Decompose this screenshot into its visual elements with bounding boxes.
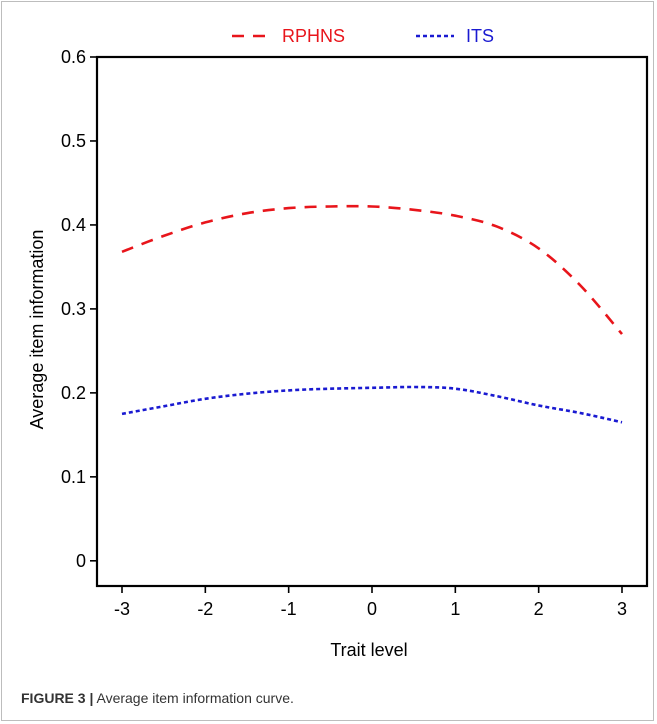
x-tick-label: 0 <box>367 599 377 619</box>
x-axis-label: Trait level <box>330 640 407 660</box>
legend-label-its: ITS <box>466 26 494 46</box>
y-tick-label: 0.6 <box>61 47 86 67</box>
caption-text: Average item information curve. <box>93 690 294 706</box>
y-tick-label: 0 <box>76 551 86 571</box>
y-axis-label: Average item information <box>27 230 47 430</box>
x-tick-label: -1 <box>281 599 297 619</box>
y-tick-label: 0.2 <box>61 383 86 403</box>
series-line-its <box>121 385 623 424</box>
x-tick-label: -2 <box>197 599 213 619</box>
y-tick-label: 0.4 <box>61 215 86 235</box>
legend-label-rphns: RPHNS <box>282 26 345 46</box>
y-tick-label: 0.3 <box>61 299 86 319</box>
y-tick-label: 0.1 <box>61 467 86 487</box>
figure-caption: FIGURE 3 | Average item information curv… <box>21 690 294 706</box>
series-line-rphns <box>121 204 623 335</box>
x-tick-label: -3 <box>114 599 130 619</box>
y-tick-label: 0.5 <box>61 131 86 151</box>
x-tick-label: 3 <box>617 599 627 619</box>
x-tick-label: 1 <box>450 599 460 619</box>
plot-area-border <box>95 55 649 588</box>
figure-number: FIGURE 3 | <box>21 690 94 706</box>
x-tick-label: 2 <box>534 599 544 619</box>
